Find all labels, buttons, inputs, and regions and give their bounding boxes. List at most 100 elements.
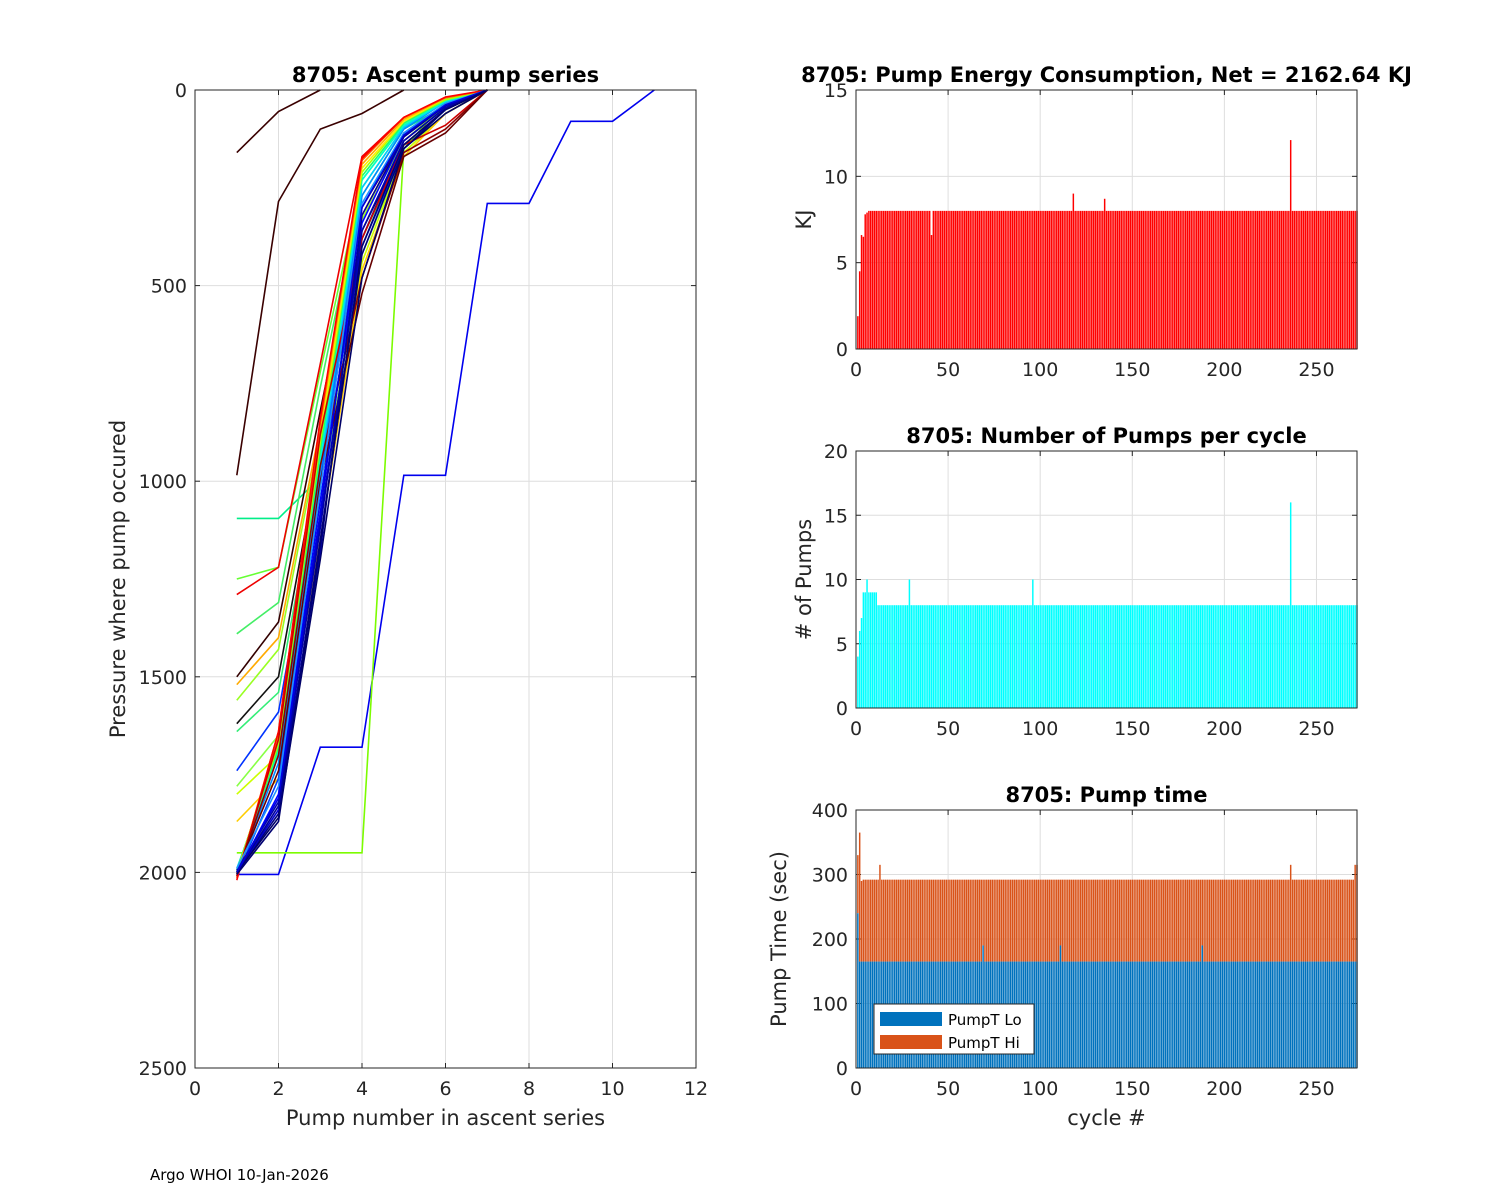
y-tick-label: 10 (824, 166, 848, 188)
x-tick-label: 250 (1298, 1078, 1334, 1100)
bar (912, 605, 914, 708)
bar (1288, 210, 1290, 349)
bar (1102, 210, 1104, 349)
bar (1021, 605, 1023, 708)
bar (1170, 605, 1172, 708)
bar (1041, 210, 1043, 349)
bar (1315, 605, 1318, 708)
bar (1122, 210, 1124, 349)
bar (1046, 605, 1049, 708)
bar-pumpt-lo (1254, 961, 1257, 1068)
bar (1210, 605, 1213, 708)
bar-pumpt-lo (1127, 961, 1130, 1068)
x-tick-label: 150 (1114, 718, 1150, 740)
bar-pumpt-lo (1175, 961, 1178, 1068)
bar-pumpt-lo (1207, 961, 1209, 1068)
bar (1138, 210, 1141, 349)
bar-pumpt-hi (1063, 879, 1065, 962)
bar (1087, 605, 1089, 708)
bar (906, 605, 909, 708)
bar-pumpt-hi (1085, 879, 1087, 962)
bar (1345, 605, 1347, 708)
bar (1219, 605, 1222, 708)
bar (1319, 605, 1321, 708)
x-tick-label: 50 (936, 1078, 960, 1100)
bar-pumpt-lo (1317, 961, 1320, 1068)
bar-pumpt-lo (1267, 961, 1270, 1068)
bar (914, 210, 916, 349)
bar-pumpt-hi (1074, 879, 1076, 962)
bar-pumpt-hi (1301, 879, 1303, 962)
bar-pumpt-hi (1231, 879, 1233, 962)
bar (871, 210, 874, 349)
bar (921, 210, 924, 349)
bar (1208, 210, 1211, 349)
bar (1256, 210, 1259, 349)
x-tick-label: 6 (439, 1078, 451, 1100)
bar (1148, 210, 1150, 349)
bar (919, 210, 922, 349)
bar (1072, 605, 1075, 708)
bar (1116, 605, 1119, 708)
bar (862, 236, 865, 349)
bar-pumpt-lo (1324, 961, 1327, 1068)
bar (1164, 210, 1167, 349)
bar-pumpt-lo (1046, 961, 1049, 1068)
x-tick-label: 200 (1206, 359, 1242, 381)
bar-pumpt-hi (987, 879, 990, 962)
bar (1267, 605, 1270, 708)
bar-pumpt-hi (1269, 879, 1272, 962)
bar (939, 210, 942, 349)
bar-pumpt-hi (1149, 879, 1152, 962)
bar (1253, 210, 1255, 349)
bar (1013, 210, 1016, 349)
bar-pumpt-hi (971, 879, 973, 962)
bar (903, 210, 905, 349)
bar-pumpt-hi (1334, 879, 1336, 962)
bar-pumpt-lo (1083, 961, 1086, 1068)
x-tick-label: 200 (1206, 1078, 1242, 1100)
bar-pumpt-lo (1273, 961, 1275, 1068)
bar-pumpt-lo (1350, 961, 1353, 1068)
bar-pumpt-hi (1013, 879, 1016, 962)
bar (1324, 605, 1327, 708)
bar (857, 656, 859, 708)
bar-pumpt-lo (1256, 961, 1259, 1068)
bar (908, 579, 911, 708)
bar (1249, 605, 1251, 708)
bar (1002, 605, 1005, 708)
bar-pumpt-hi (1111, 879, 1113, 962)
bar (1006, 210, 1008, 349)
bar-pumpt-lo (1120, 961, 1122, 1068)
bar-pumpt-lo (1118, 961, 1121, 1068)
bar-pumpt-hi (1218, 879, 1220, 962)
bar (1120, 210, 1122, 349)
bar-pumpt-hi (989, 879, 992, 962)
bar-pumpt-hi (1127, 879, 1130, 962)
bar-pumpt-hi (1043, 879, 1045, 962)
bar-pumpt-hi (1350, 879, 1353, 962)
bar (1288, 605, 1290, 708)
bar (1275, 605, 1277, 708)
bar-pumpt-hi (936, 879, 938, 962)
bar (1289, 502, 1292, 708)
bar-pumpt-lo (1100, 961, 1102, 1068)
bar-pumpt-hi (1321, 879, 1323, 962)
bar (1151, 605, 1154, 708)
bar (1286, 210, 1288, 349)
bar (1111, 605, 1113, 708)
y-tick-label: 400 (812, 800, 848, 822)
bar-pumpt-hi (864, 879, 866, 962)
bar-pumpt-hi (1103, 879, 1106, 962)
bar (1028, 210, 1030, 349)
bar (1297, 210, 1299, 349)
bar-pumpt-lo (1253, 961, 1255, 1068)
bar (1284, 210, 1286, 349)
bar-pumpt-hi (1056, 879, 1058, 962)
bar-pumpt-hi (949, 879, 951, 962)
bar (1280, 210, 1283, 349)
bar-pumpt-hi (906, 879, 909, 962)
bar (1151, 210, 1154, 349)
bar-pumpt-hi (1006, 879, 1008, 962)
bar (1011, 210, 1014, 349)
